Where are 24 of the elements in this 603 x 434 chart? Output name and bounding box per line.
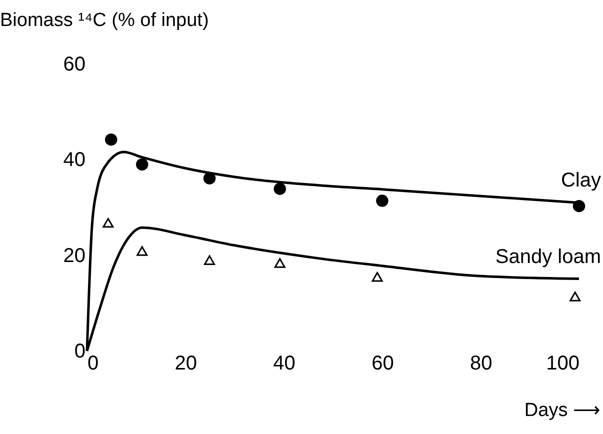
x-axis-title: Days ⟶ — [524, 400, 600, 421]
point — [274, 182, 286, 195]
x-tick-label: 20 — [174, 352, 198, 374]
y-axis-title: Biomass ¹⁴C (% of input) — [0, 10, 209, 31]
point — [572, 200, 586, 212]
point — [376, 194, 388, 207]
point — [136, 158, 148, 171]
point — [274, 258, 286, 268]
x-tick-label: 40 — [273, 352, 296, 374]
point — [104, 133, 118, 146]
x-tick-label: 100 — [546, 352, 580, 374]
point — [136, 246, 148, 256]
x-tick-label: 60 — [372, 352, 394, 374]
point — [372, 272, 383, 282]
x-tick-label: 0 — [88, 352, 99, 374]
y-tick-label: 20 — [63, 244, 86, 267]
point — [102, 218, 114, 228]
y-tick-label: 60 — [63, 54, 86, 76]
y-tick-label: 40 — [63, 149, 86, 172]
point — [570, 292, 581, 302]
series-label: Clay — [560, 170, 601, 192]
series-label: Sandy loam — [495, 246, 601, 268]
x-tick-label: 80 — [470, 352, 492, 374]
point — [204, 255, 215, 265]
